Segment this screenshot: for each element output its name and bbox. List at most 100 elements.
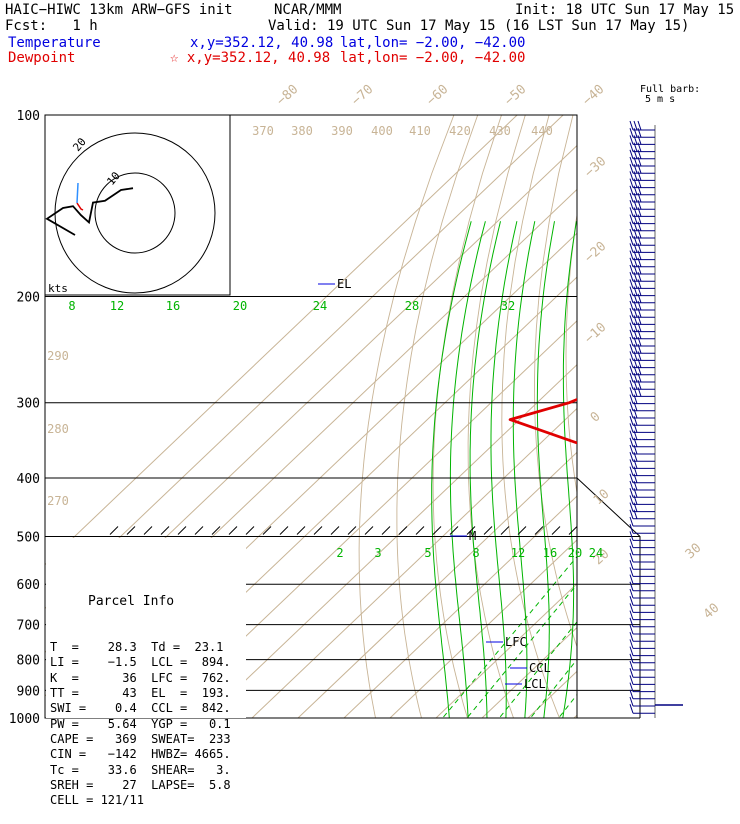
isotherm-label: −20 (582, 239, 609, 266)
wind-barb-flag (629, 495, 634, 505)
isotherm-label: 40 (701, 601, 723, 623)
wind-barb-flag (629, 394, 634, 404)
hatch-mark (449, 526, 459, 535)
wind-barb-flag (637, 207, 642, 217)
wind-barb-flag (633, 401, 638, 411)
isotherm-line (45, 115, 518, 566)
wind-barb-flag (629, 704, 634, 714)
wind-barb-flag (629, 466, 634, 476)
wind-barb-flag (629, 675, 634, 685)
wind-barb-flag (629, 416, 634, 426)
wind-barb-flag (633, 394, 638, 404)
wind-barb-flag (633, 192, 638, 203)
wind-barb-flag (633, 178, 638, 188)
wind-barb-flag (629, 639, 634, 649)
isotherm-line (343, 495, 577, 718)
wind-barb-flag (633, 336, 638, 347)
wind-barb-flag (629, 480, 634, 491)
hodograph-units: kts (48, 282, 68, 295)
theta-label: 420 (449, 124, 471, 138)
hatch-mark (211, 526, 221, 535)
pressure-label: 1000 (9, 712, 40, 727)
wind-barb-flag (633, 120, 638, 131)
dry-adiabat-line (534, 115, 577, 649)
wind-barb-flag (629, 473, 634, 483)
annotation-label: EL (337, 277, 351, 291)
isotherm-line (607, 115, 740, 731)
wind-barb-flag (633, 408, 638, 419)
wind-barb-flag (629, 228, 634, 239)
temperature-trace (604, 115, 740, 718)
dewpoint-trace (508, 397, 577, 445)
isotherm-line (159, 320, 577, 718)
parcel-info-row: PW = 5.64 YGP = 0.1 (50, 716, 231, 731)
theta-label: 410 (409, 124, 431, 138)
wind-barb-flag (629, 358, 634, 368)
isotherm-line (481, 626, 577, 718)
wind-barb-flag (629, 243, 634, 253)
wind-barb-flag (637, 164, 642, 174)
theta-label: 440 (531, 124, 553, 138)
valid-time: Valid: 19 UTC Sun 17 May 15 (16 LST Sun … (268, 18, 690, 34)
wind-barb-flag (637, 286, 642, 296)
parcel-info-row: LI = −1.5 LCL = 894. (50, 655, 231, 670)
wind-barb-flag (637, 228, 642, 239)
wind-barb-flag (629, 336, 634, 347)
wind-barb-flag (633, 365, 638, 375)
wind-barb-flag (637, 351, 642, 361)
wind-barb-flag (629, 516, 634, 527)
dry-adiabat-line (597, 115, 705, 731)
plot-frame (44, 114, 578, 719)
wind-barb-flag (629, 214, 634, 224)
wind-barb-flag (629, 142, 634, 152)
wind-barb-flag (629, 624, 634, 635)
isotherm-label: −60 (424, 82, 451, 109)
dry-adiabat-line (565, 212, 577, 496)
dry-adiabat-line (396, 115, 479, 718)
theta-label: 430 (489, 124, 511, 138)
wind-barb-flag (633, 466, 638, 476)
theta-label: 380 (291, 124, 313, 138)
parcel-info-panel: Parcel Info T = 28.3 Td = 23.1 LI = −1.5 … (50, 562, 231, 824)
wind-barb-flag (633, 171, 638, 181)
organization: NCAR/MMM (274, 2, 342, 18)
mixing-ratio-label: 2 (336, 546, 343, 560)
hatch-mark (177, 526, 187, 535)
wind-barb-flag (637, 380, 642, 390)
hatch-mark (381, 526, 391, 535)
wind-barb-flag (629, 430, 634, 440)
pressure-label: 200 (17, 291, 40, 306)
mixing-ratio-label: 12 (511, 546, 525, 560)
wind-barb-flag (633, 444, 638, 455)
theta-label: 400 (371, 124, 393, 138)
wind-barb-flag (633, 264, 638, 275)
wind-barb-flag (629, 502, 634, 512)
wind-barb-flag (629, 286, 634, 296)
wind-barb-flag (629, 221, 634, 231)
wind-barb-flag (629, 617, 634, 627)
hodograph-ring-inner (94, 172, 176, 254)
wind-barb-flag (633, 488, 638, 498)
mixing-ratio-label: 28 (405, 299, 419, 313)
wind-barb-flag (633, 200, 638, 210)
hatch-mark (517, 526, 527, 535)
wind-barb-flag (629, 603, 634, 613)
dry-adiabat-line (710, 115, 740, 731)
wind-barb-flag (629, 545, 634, 555)
theta-side-label: 270 (47, 494, 69, 508)
isotherm-label: −10 (582, 320, 609, 347)
mixing-ratio-label: 20 (233, 299, 247, 313)
mixing-ratio-label: 20 (568, 546, 582, 560)
hatch-mark (126, 526, 136, 535)
parcel-info-row: K = 36 LFC = 762. (50, 670, 231, 685)
wind-barb-flag (633, 416, 638, 426)
wind-barb-flag (637, 250, 642, 260)
hatch-mark (432, 526, 442, 535)
wind-barb-flag (637, 128, 642, 138)
isotherm-label: −30 (582, 154, 609, 181)
wind-barb-flag (633, 329, 638, 339)
wind-barb-flag (629, 308, 634, 318)
dewpoint-location: ☆ x,y=352.12, 40.98 (170, 50, 330, 66)
dry-adiabat-line (655, 115, 740, 731)
isotherm-label: 10 (591, 487, 613, 509)
